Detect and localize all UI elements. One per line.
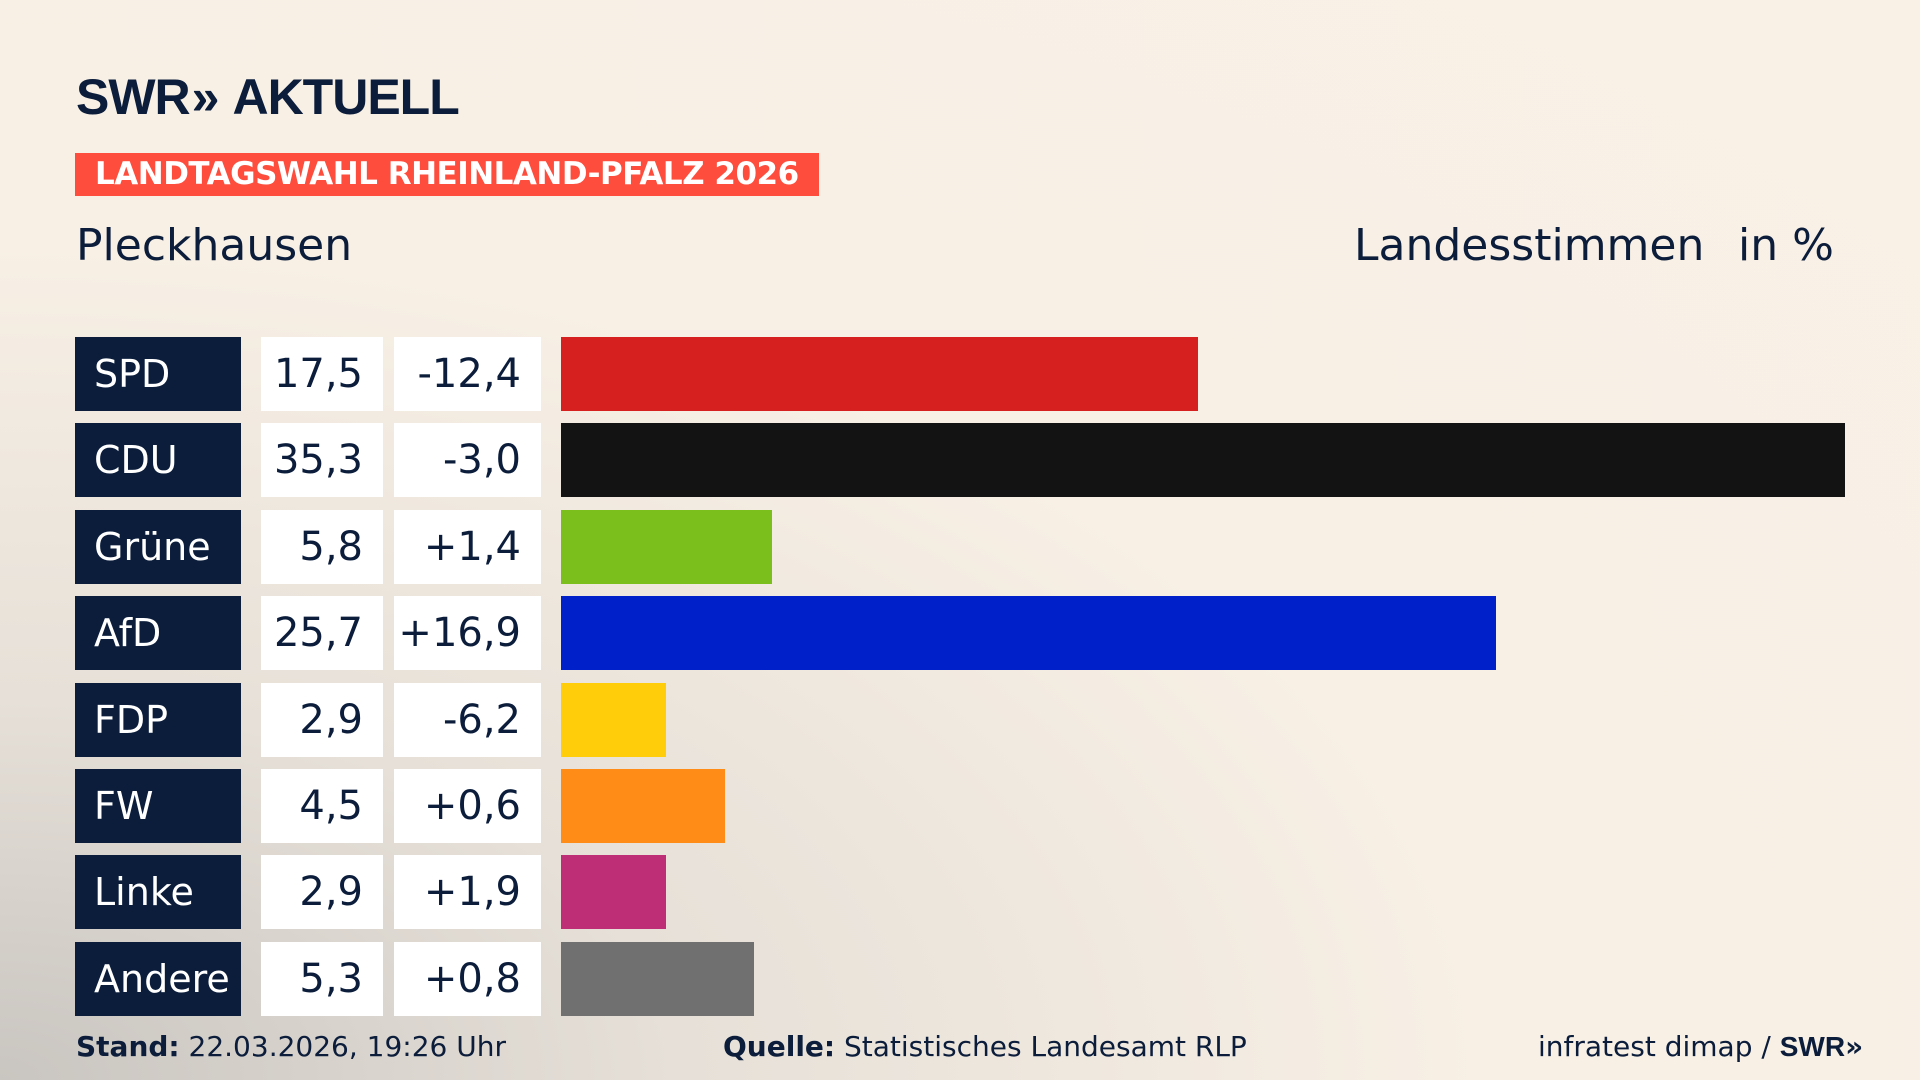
credit-text: infratest dimap /: [1538, 1030, 1771, 1063]
party-row: Grüne 5,8 +1,4: [75, 509, 541, 584]
change-label: +1,4: [394, 509, 541, 584]
bar-grüne: [561, 509, 772, 584]
value-label: 4,5: [261, 769, 383, 843]
chevrons-icon: »: [1845, 1030, 1864, 1063]
value-label: 5,3: [261, 941, 383, 1016]
party-label: Linke: [75, 855, 241, 930]
election-banner: LANDTAGSWAHL RHEINLAND-PFALZ 2026: [75, 153, 819, 196]
bar-afd: [561, 596, 1496, 671]
swr-aktuell-logo: SWR » AKTUELL: [76, 68, 460, 126]
value-label: 35,3: [261, 423, 383, 498]
credit: infratest dimap / SWR»: [1538, 1030, 1863, 1063]
party-row: FDP 2,9 -6,2: [75, 682, 541, 757]
party-row: Andere 5,3 +0,8: [75, 941, 541, 1016]
party-row: AfD 25,7 +16,9: [75, 596, 541, 671]
unit-label: in %: [1738, 220, 1834, 271]
logo-swr: SWR: [76, 69, 191, 125]
place-title: Pleckhausen: [76, 220, 353, 271]
stand-value: 22.03.2026, 19:26 Uhr: [188, 1030, 506, 1063]
change-label: +0,8: [394, 941, 541, 1016]
value-label: 25,7: [261, 596, 383, 671]
change-label: -3,0: [394, 423, 541, 498]
bar-cdu: [561, 423, 1845, 498]
change-label: +1,9: [394, 855, 541, 930]
chevrons-icon: »: [191, 69, 220, 125]
value-label: 2,9: [261, 682, 383, 757]
bar-fw: [561, 769, 725, 843]
bar-fdp: [561, 682, 667, 757]
source: Quelle: Statistisches Landesamt RLP: [723, 1030, 1247, 1063]
value-label: 17,5: [261, 337, 383, 411]
party-label: CDU: [75, 423, 241, 498]
party-row: Linke 2,9 +1,9: [75, 855, 541, 930]
party-label: Grüne: [75, 509, 241, 584]
party-label: FW: [75, 769, 241, 843]
party-row: CDU 35,3 -3,0: [75, 423, 541, 498]
party-label: AfD: [75, 596, 241, 671]
stand-label: Stand:: [76, 1030, 180, 1063]
party-label: SPD: [75, 337, 241, 411]
source-value: Statistisches Landesamt RLP: [844, 1030, 1247, 1063]
change-label: +0,6: [394, 769, 541, 843]
bar-spd: [561, 337, 1198, 411]
value-label: 2,9: [261, 855, 383, 930]
change-label: -6,2: [394, 682, 541, 757]
logo-aktuell: AKTUELL: [232, 69, 459, 125]
bar-andere: [561, 941, 754, 1016]
party-row: SPD 17,5 -12,4: [75, 337, 541, 411]
vote-type-label: Landesstimmen: [1354, 220, 1705, 271]
party-row: FW 4,5 +0,6: [75, 769, 541, 843]
source-label: Quelle:: [723, 1030, 836, 1063]
value-label: 5,8: [261, 509, 383, 584]
change-label: +16,9: [394, 596, 541, 671]
bar-linke: [561, 855, 667, 930]
party-label: Andere: [75, 941, 241, 1016]
party-label: FDP: [75, 682, 241, 757]
change-label: -12,4: [394, 337, 541, 411]
timestamp: Stand: 22.03.2026, 19:26 Uhr: [76, 1030, 506, 1063]
credit-swr-logo: SWR: [1779, 1031, 1846, 1062]
